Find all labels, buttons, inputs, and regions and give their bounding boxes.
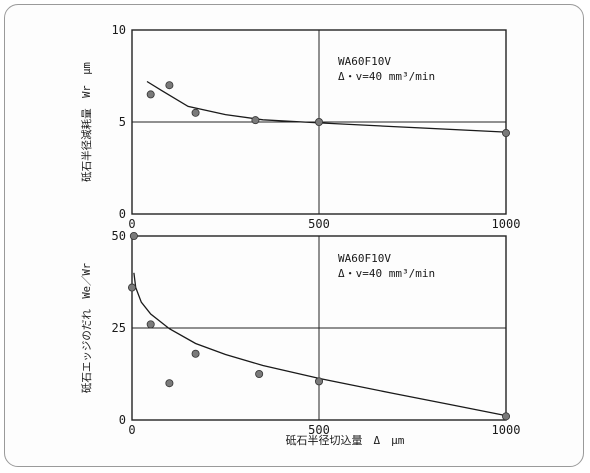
y-tick-label-bottom: 0 (119, 413, 126, 427)
data-point-bottom (127, 283, 136, 292)
data-point-bottom (255, 369, 264, 378)
x-axis-label: 砥石半径切込量 Δ μm (286, 433, 405, 447)
x-tick-label-top: 1000 (492, 217, 521, 231)
y-tick-label-bottom: 25 (112, 321, 126, 335)
y-tick-label-top: 5 (119, 115, 126, 129)
annotation-bottom-1: WA60F10V (338, 252, 391, 265)
x-tick-label-bottom: 500 (308, 423, 330, 437)
chart-bottom: 0 500 1000 0 25 50 WA60F10V Δ・v=40 mm³/min 砥石… (80, 229, 520, 447)
data-point-top (146, 90, 155, 99)
data-point-bottom (314, 377, 323, 386)
data-point-bottom (501, 412, 510, 421)
y-axis-label-bottom: 砥石エッジのだれ We／Wr (80, 263, 93, 393)
data-point-top (165, 81, 174, 90)
chart-top: 0 500 1000 0 5 10 WA60F10V Δ・v=40 mm³/min 砥石半… (80, 23, 520, 231)
y-tick-label-top: 0 (119, 207, 126, 221)
annotation-bottom-2: Δ・v=40 mm³/min (338, 267, 435, 280)
data-point-bottom (191, 349, 200, 358)
fit-curve-bottom (133, 272, 507, 417)
data-point-top (314, 118, 323, 127)
x-tick-label-top: 0 (128, 217, 135, 231)
data-point-bottom (165, 379, 174, 388)
y-axis-label-top: 砥石半径減耗量 Wr μm (80, 62, 93, 182)
x-tick-label-top: 500 (308, 217, 330, 231)
data-point-bottom (129, 231, 138, 240)
data-point-top (501, 129, 510, 138)
y-tick-label-bottom: 50 (112, 229, 126, 243)
data-point-top (251, 116, 260, 125)
data-point-bottom (146, 320, 155, 329)
x-tick-label-bottom: 1000 (492, 423, 521, 437)
fit-curve-top (146, 80, 507, 133)
annotation-top-1: WA60F10V (338, 55, 391, 68)
data-point-top (191, 108, 200, 117)
y-tick-label-top: 10 (112, 23, 126, 37)
annotation-top-2: Δ・v=40 mm³/min (338, 70, 435, 83)
x-tick-label-bottom: 0 (128, 423, 135, 437)
